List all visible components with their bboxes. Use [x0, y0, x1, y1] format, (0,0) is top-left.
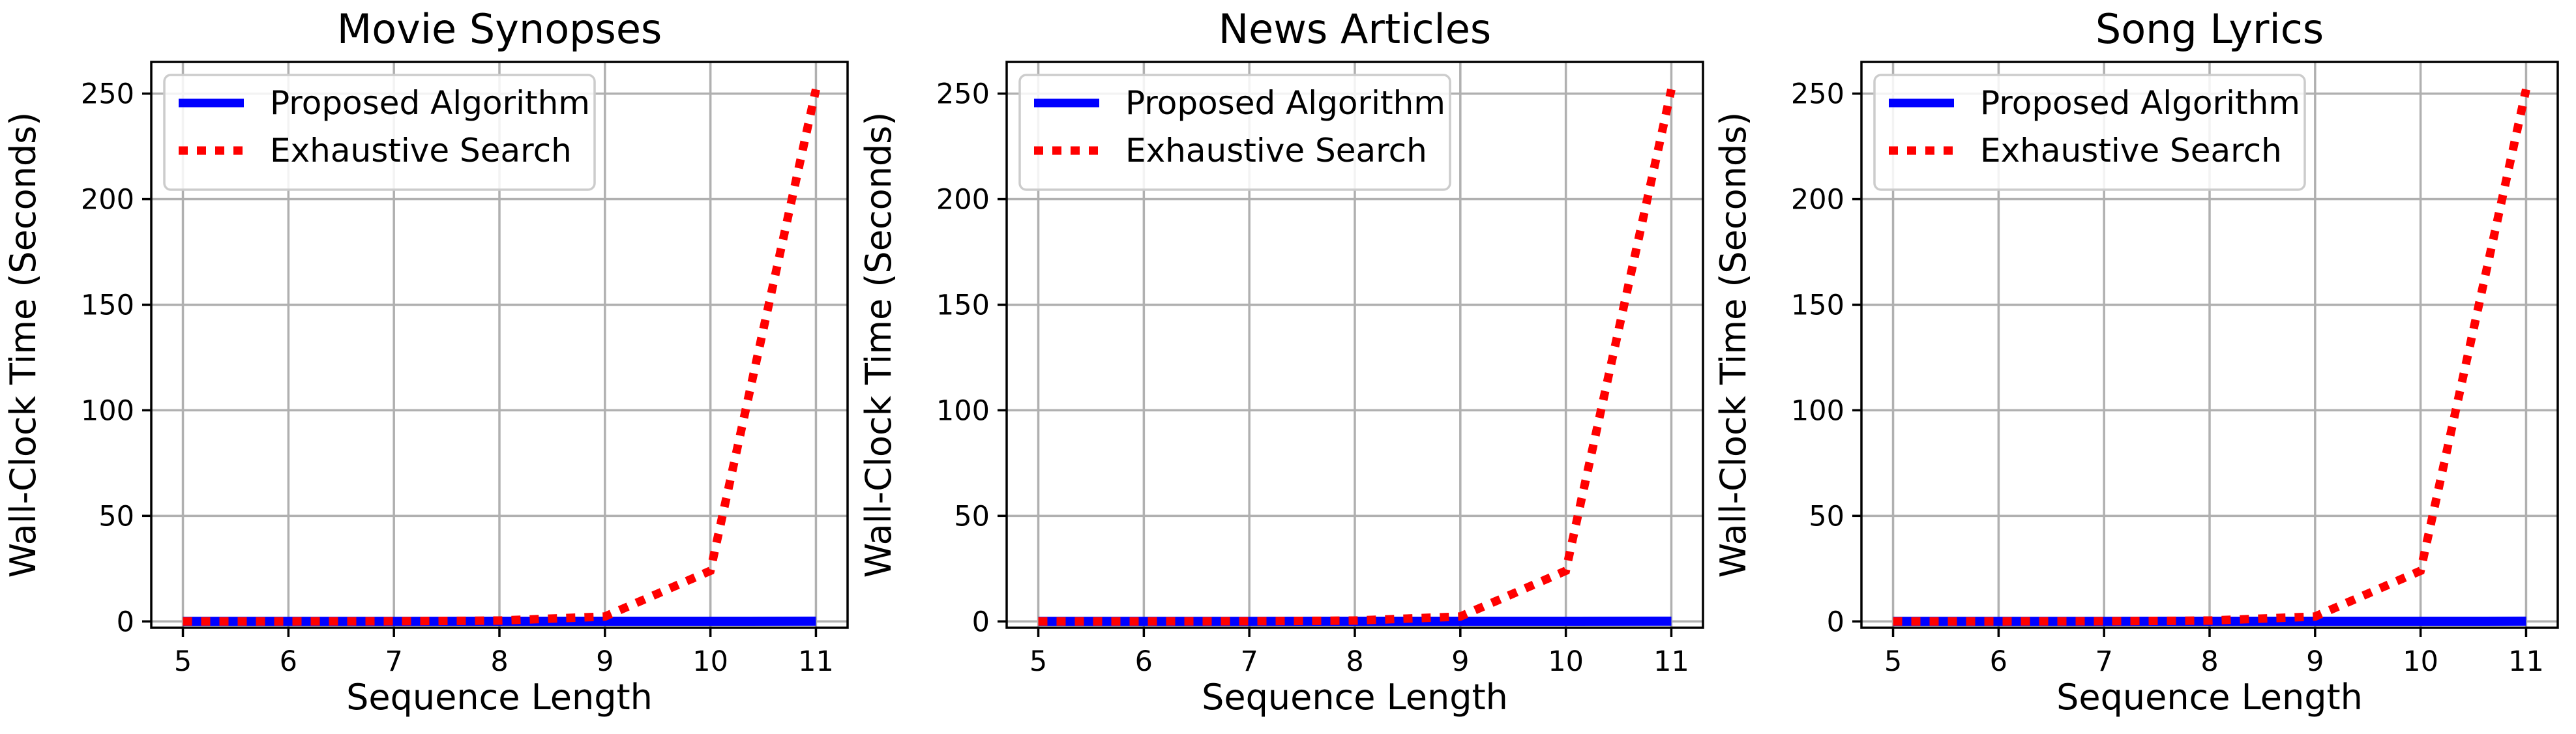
- y-tick-label: 100: [1791, 394, 1844, 427]
- y-tick-label: 0: [1827, 606, 1844, 638]
- x-tick-label: 5: [1884, 645, 1902, 678]
- x-tick-label: 11: [2508, 645, 2544, 678]
- x-tick-label: 7: [2095, 645, 2113, 678]
- x-tick-label: 11: [1653, 645, 1689, 678]
- x-tick-label: 8: [490, 645, 508, 678]
- x-tick-label: 5: [174, 645, 192, 678]
- exhaustive-search-line: [1893, 88, 2530, 626]
- legend-box: [1018, 74, 1451, 191]
- y-tick-label: 250: [936, 78, 990, 111]
- x-axis-label: Sequence Length: [2056, 677, 2363, 718]
- legend-proposed-label: Proposed Algorithm: [270, 84, 590, 122]
- x-tick-label: 6: [1135, 645, 1153, 678]
- legend-proposed-label: Proposed Algorithm: [1980, 84, 2300, 122]
- y-axis-label: Wall-Clock Time (Seconds): [858, 112, 899, 578]
- x-tick-label: 10: [1548, 645, 1584, 678]
- chart-panel-2: 5 6 7 8 9 10 11 0 50 100 150 200 250 News Articles Seq…: [858, 5, 1704, 718]
- x-tick-label: 9: [1451, 645, 1469, 678]
- y-tick-label: 50: [1809, 500, 1844, 533]
- x-axis-label: Sequence Length: [1202, 677, 1508, 718]
- y-tick-label: 200: [81, 184, 134, 216]
- chart-title: Movie Synopses: [337, 5, 662, 53]
- legend-exhaustive-label: Exhaustive Search: [270, 132, 572, 169]
- x-tick-label: 11: [798, 645, 834, 678]
- exhaustive-search-line: [1038, 88, 1676, 626]
- x-tick-label: 7: [1241, 645, 1258, 678]
- legend: Proposed Algorithm Exhaustive Search: [1018, 74, 1451, 191]
- y-tick-label: 200: [1791, 184, 1844, 216]
- legend-proposed-label: Proposed Algorithm: [1125, 84, 1445, 122]
- legend-box: [163, 74, 596, 191]
- legend-box: [1873, 74, 2306, 191]
- x-tick-label: 8: [2200, 645, 2218, 678]
- legend-exhaustive-label: Exhaustive Search: [1125, 132, 1427, 169]
- x-tick-label: 5: [1029, 645, 1047, 678]
- y-tick-label: 100: [936, 394, 990, 427]
- x-tick-label: 9: [2306, 645, 2324, 678]
- y-tick-label: 150: [936, 289, 990, 321]
- y-axis-label: Wall-Clock Time (Seconds): [3, 112, 44, 578]
- x-tick-label: 10: [692, 645, 728, 678]
- y-tick-label: 0: [117, 606, 134, 638]
- chart-panel-3: 5 6 7 8 9 10 11 0 50 100 150 200 250 Song Lyrics Seque…: [1713, 5, 2559, 718]
- x-tick-label: 10: [2403, 645, 2438, 678]
- x-tick-label: 9: [596, 645, 614, 678]
- x-tick-label: 6: [280, 645, 297, 678]
- y-axis-label: Wall-Clock Time (Seconds): [1713, 112, 1754, 578]
- x-tick-label: 7: [385, 645, 403, 678]
- x-tick-label: 6: [1990, 645, 2007, 678]
- y-tick-label: 150: [81, 289, 134, 321]
- y-tick-label: 50: [954, 500, 990, 533]
- y-tick-label: 50: [98, 500, 134, 533]
- x-tick-label: 8: [1346, 645, 1363, 678]
- legend: Proposed Algorithm Exhaustive Search: [1873, 74, 2306, 191]
- legend-exhaustive-label: Exhaustive Search: [1980, 132, 2282, 169]
- y-tick-label: 100: [81, 394, 134, 427]
- chart-panel-1: 5 6 7 8 9 10 11 0 50 100 150 200 250 Movie Synopses Se…: [3, 5, 849, 718]
- chart-title: News Articles: [1219, 5, 1491, 53]
- legend: Proposed Algorithm Exhaustive Search: [163, 74, 596, 191]
- exhaustive-search-line: [183, 88, 820, 626]
- x-axis-label: Sequence Length: [346, 677, 653, 718]
- y-tick-label: 250: [81, 78, 134, 111]
- chart-title: Song Lyrics: [2095, 5, 2324, 53]
- y-tick-label: 200: [936, 184, 990, 216]
- y-tick-label: 0: [972, 606, 990, 638]
- y-tick-label: 150: [1791, 289, 1844, 321]
- y-tick-label: 250: [1791, 78, 1844, 111]
